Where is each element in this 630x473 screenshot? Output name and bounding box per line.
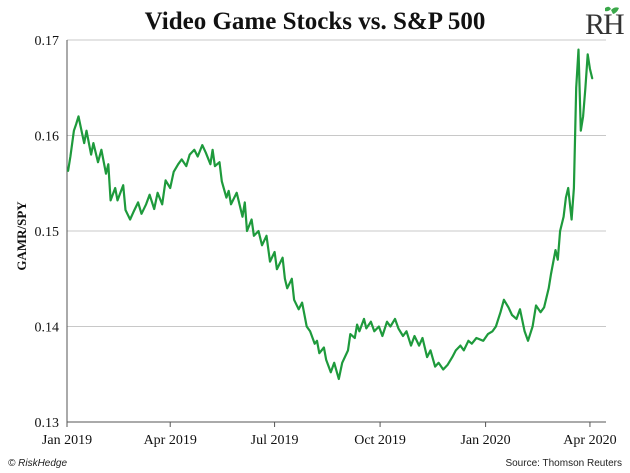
chart-title: Video Game Stocks vs. S&P 500 [144, 8, 486, 35]
series-line [67, 48, 594, 381]
x-tick-label: Jul 2019 [251, 433, 299, 448]
y-tick-label: 0.15 [35, 225, 60, 240]
riskhedge-logo-icon: R H [585, 6, 625, 41]
y-axis-label: GAMR/SPY [14, 201, 29, 271]
x-tick-label: Oct 2019 [354, 433, 406, 448]
x-tick-labels: Jan 2019 Apr 2019 Jul 2019 Oct 2019 Jan 2020… [42, 433, 617, 448]
brand-credit: © RiskHedge [8, 458, 68, 469]
gridlines [67, 39, 606, 423]
x-tick-label: Jan 2020 [460, 433, 510, 448]
x-tick-label: Apr 2019 [144, 433, 197, 448]
svg-text:R: R [585, 8, 605, 41]
y-tick-label: 0.17 [35, 34, 60, 49]
series-layer [67, 48, 594, 381]
x-tick-label: Jan 2019 [42, 433, 92, 448]
y-tick-label: 0.13 [35, 416, 60, 431]
axes [66, 40, 606, 427]
x-tick-label: Apr 2020 [563, 433, 616, 448]
y-tick-label: 0.14 [35, 321, 60, 336]
source-note: Source: Thomson Reuters [505, 458, 622, 469]
svg-text:H: H [603, 8, 625, 41]
y-tick-label: 0.16 [35, 130, 60, 145]
y-tick-labels: 0.13 0.14 0.15 0.16 0.17 [35, 34, 60, 431]
